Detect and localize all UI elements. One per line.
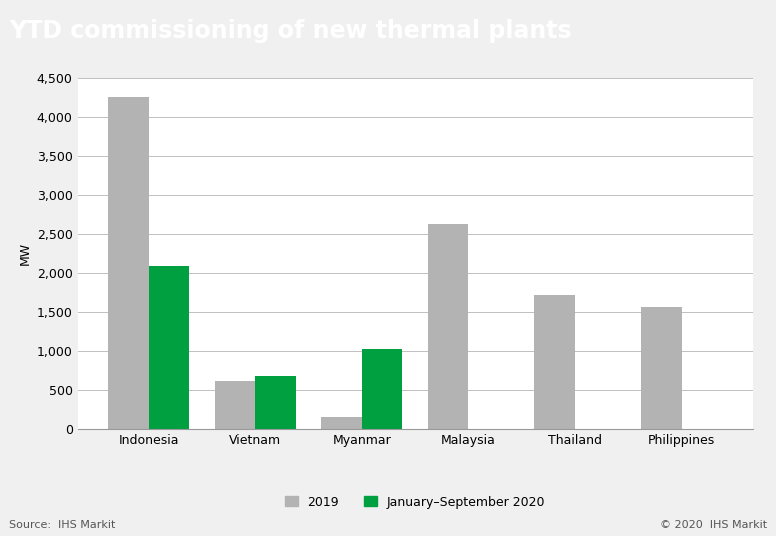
Text: YTD commissioning of new thermal plants: YTD commissioning of new thermal plants xyxy=(9,19,572,43)
Y-axis label: MW: MW xyxy=(19,242,31,265)
Bar xyxy=(149,266,189,429)
Bar xyxy=(109,97,149,429)
Bar xyxy=(255,376,296,429)
Bar xyxy=(215,381,255,429)
Bar xyxy=(535,295,575,429)
Text: © 2020  IHS Markit: © 2020 IHS Markit xyxy=(660,519,767,530)
Bar xyxy=(641,307,681,429)
Bar xyxy=(321,416,362,429)
Bar xyxy=(362,349,403,429)
Text: Source:  IHS Markit: Source: IHS Markit xyxy=(9,519,116,530)
Legend: 2019, January–September 2020: 2019, January–September 2020 xyxy=(285,496,546,509)
Bar xyxy=(428,225,469,429)
